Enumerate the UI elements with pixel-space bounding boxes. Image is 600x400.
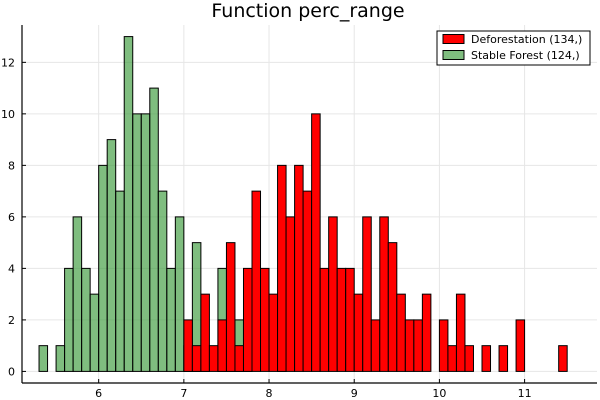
bar-stable-forest bbox=[123, 36, 134, 372]
bar-stable-forest bbox=[140, 113, 151, 372]
bar-deforestation bbox=[438, 319, 449, 372]
bar-deforestation bbox=[447, 345, 457, 372]
bar-stable-forest bbox=[64, 267, 74, 372]
bar-stable-forest bbox=[81, 267, 91, 372]
bar-deforestation bbox=[558, 345, 568, 372]
bar-deforestation bbox=[481, 345, 492, 372]
bar-stable-forest bbox=[98, 164, 108, 372]
bar-stable-forest bbox=[132, 113, 142, 372]
bar-deforestation bbox=[183, 319, 193, 372]
bar-deforestation bbox=[336, 267, 347, 372]
bar-deforestation bbox=[242, 267, 253, 372]
bar-deforestation bbox=[302, 190, 313, 372]
legend-label-stable-forest: Stable Forest (124,) bbox=[471, 49, 580, 62]
bar-stable-forest bbox=[166, 267, 176, 372]
y-tick-label: 4 bbox=[8, 262, 15, 275]
bar-deforestation bbox=[370, 319, 381, 372]
bar-stable-forest bbox=[157, 190, 168, 372]
legend-swatch-deforestation bbox=[442, 34, 465, 44]
y-tick-label: 8 bbox=[8, 159, 15, 172]
bar-deforestation bbox=[319, 267, 330, 372]
bar-deforestation bbox=[413, 319, 423, 372]
y-tick-label: 10 bbox=[1, 108, 15, 121]
bar-stable-forest bbox=[38, 345, 49, 372]
bar-deforestation bbox=[251, 190, 262, 372]
chart-title: Function perc_range bbox=[211, 0, 404, 22]
y-tick-label: 2 bbox=[8, 314, 15, 327]
bar-deforestation bbox=[208, 345, 219, 372]
bar-deforestation bbox=[515, 319, 526, 372]
bar-stable-forest bbox=[174, 216, 185, 372]
bar-stable-forest bbox=[106, 139, 117, 372]
bar-stable-forest bbox=[72, 216, 83, 372]
bar-stable-forest bbox=[115, 190, 125, 372]
y-tick-label: 6 bbox=[8, 211, 15, 224]
bar-deforestation bbox=[294, 164, 304, 372]
x-tick-label: 8 bbox=[266, 387, 273, 400]
legend-label-deforestation: Deforestation (134,) bbox=[471, 33, 582, 46]
y-tick-label: 12 bbox=[1, 56, 15, 69]
x-tick-label: 9 bbox=[351, 387, 358, 400]
bar-deforestation bbox=[285, 216, 296, 372]
bar-deforestation bbox=[234, 345, 244, 372]
bar-deforestation bbox=[396, 293, 406, 372]
bar-deforestation bbox=[345, 267, 355, 372]
legend: Deforestation (134,) Stable Forest (124,… bbox=[436, 30, 591, 66]
bar-deforestation bbox=[362, 216, 372, 372]
x-tick-label: 10 bbox=[432, 387, 446, 400]
bar-deforestation bbox=[268, 293, 279, 372]
bar-deforestation bbox=[225, 242, 236, 372]
bar-deforestation bbox=[353, 293, 364, 372]
bar-stable-forest bbox=[55, 345, 66, 372]
bar-deforestation bbox=[464, 345, 474, 372]
bar-deforestation bbox=[311, 113, 321, 372]
bars-layer bbox=[38, 36, 568, 372]
bar-deforestation bbox=[404, 319, 415, 372]
legend-swatch-stable-forest bbox=[442, 50, 465, 60]
bar-deforestation bbox=[498, 345, 509, 372]
axes-layer: 6 7 8 9 10 11 0 2 4 6 8 10 12 bbox=[1, 25, 597, 400]
bar-deforestation bbox=[328, 216, 338, 372]
x-tick-label: 6 bbox=[95, 387, 102, 400]
bar-deforestation bbox=[217, 319, 227, 372]
bar-deforestation bbox=[387, 242, 398, 372]
bar-stable-forest bbox=[89, 293, 100, 372]
y-tick-label: 0 bbox=[8, 365, 15, 378]
bar-deforestation bbox=[200, 293, 210, 372]
x-tick-label: 11 bbox=[518, 387, 532, 400]
bar-deforestation bbox=[455, 293, 466, 372]
bar-deforestation bbox=[191, 345, 202, 372]
bar-deforestation bbox=[421, 293, 432, 372]
bar-stable-forest bbox=[149, 87, 159, 372]
bar-deforestation bbox=[260, 267, 270, 372]
x-tick-label: 7 bbox=[180, 387, 187, 400]
bar-deforestation bbox=[277, 164, 287, 372]
bar-deforestation bbox=[379, 216, 389, 372]
